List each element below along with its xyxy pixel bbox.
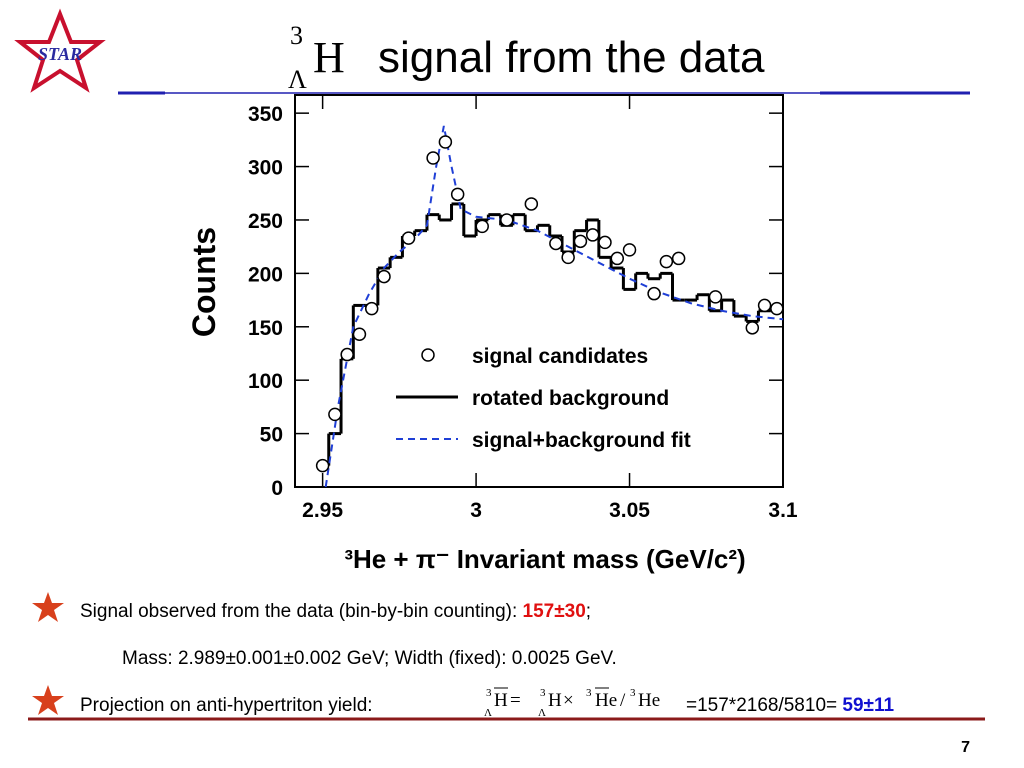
logo-star [14, 8, 106, 93]
x-tick-label: 3 [470, 499, 482, 522]
signal-result: 157±30 [523, 601, 586, 622]
bullet-star [32, 592, 64, 622]
y-tick-label: 250 [248, 210, 283, 233]
page-number: 7 [961, 739, 970, 756]
title-sub: Λ [288, 65, 307, 94]
data-point [757, 298, 772, 313]
data-point [770, 301, 784, 316]
data-point [659, 254, 674, 269]
data-point [549, 236, 563, 251]
formula-part: He [595, 690, 617, 711]
bullet-text: Signal observed from the data (bin-by-bi… [80, 601, 591, 622]
data-point [315, 458, 330, 473]
formula-part: H [548, 690, 562, 711]
formula-part: He [638, 690, 660, 711]
title-sup: 3 [290, 21, 303, 50]
y-tick-label: 0 [271, 477, 283, 500]
data-point [475, 219, 489, 234]
bullet-text: Mass: 2.989±0.001±0.002 GeV; Width (fixe… [122, 648, 617, 669]
formula-sup: 3 [630, 687, 636, 699]
data-point [745, 321, 760, 335]
x-tick-label: 3.05 [609, 499, 650, 522]
y-tick-label: 50 [260, 424, 283, 447]
data-point [377, 269, 391, 284]
data-point [647, 286, 661, 301]
data-point [573, 234, 588, 249]
y-tick-label: 100 [248, 370, 283, 393]
data-point [561, 250, 575, 265]
data-point [340, 347, 354, 362]
plot: 2.95 3 3.05 3.1 0 50 100 150 200 250 300 350 signal … [248, 95, 798, 522]
data-point [671, 251, 686, 266]
y-tick-label: 350 [248, 103, 283, 126]
plot-frame [294, 94, 784, 488]
formula-part: = [510, 690, 521, 711]
data-point [610, 251, 625, 266]
legend-label: rotated background [472, 387, 669, 410]
data-point [622, 243, 637, 257]
x-axis-label: ³He + π⁻ Invariant mass (GeV/c²) [344, 544, 745, 574]
y-tick-label: 300 [248, 157, 283, 180]
data-point [364, 301, 379, 316]
data-point [328, 407, 342, 422]
bullet-text: ; [586, 601, 591, 622]
y-axis-label: Counts [186, 227, 222, 337]
legend-label: signal+background fit [472, 429, 691, 452]
formula-sup: 3 [540, 687, 546, 699]
formula-part: H [494, 690, 508, 711]
y-tick-label: 150 [248, 317, 283, 340]
formula-part: / [620, 690, 626, 711]
data-point [500, 213, 514, 227]
formula-part: × [563, 690, 574, 711]
formula-sub: Λ [538, 707, 546, 719]
y-tick-label: 200 [248, 263, 283, 286]
data-point [708, 290, 723, 304]
logo-text: STAR [38, 44, 82, 64]
formula-sup: 3 [586, 687, 592, 699]
x-tick-label: 2.95 [302, 499, 343, 522]
title: signal from the data [378, 33, 765, 82]
x-tick-label: 3.1 [768, 499, 798, 522]
data-point [524, 197, 539, 211]
bullet-text: =157*2168/5810= 59±11 [686, 695, 894, 716]
data-point [426, 151, 440, 165]
data-point [450, 187, 465, 202]
data-point [438, 135, 453, 149]
data-point [401, 231, 416, 245]
bullet-text: Projection on anti-hypertriton yield: [80, 695, 373, 716]
bullet-text: =157*2168/5810= [686, 695, 842, 716]
legend-symbol [421, 348, 435, 362]
formula-sub: Λ [484, 707, 492, 719]
formula: 3 Λ H = 3 Λ H × 3 He / 3 He [484, 687, 660, 719]
data-point [352, 327, 367, 342]
data-point [598, 235, 612, 250]
yield-result: 59±11 [842, 695, 894, 716]
bullet-text: Signal observed from the data (bin-by-bi… [80, 601, 523, 622]
data-point [585, 228, 600, 242]
formula-sup: 3 [486, 687, 492, 699]
bullet-star [32, 685, 64, 715]
title-symbol: H [313, 33, 345, 82]
legend-label: signal candidates [472, 345, 648, 368]
